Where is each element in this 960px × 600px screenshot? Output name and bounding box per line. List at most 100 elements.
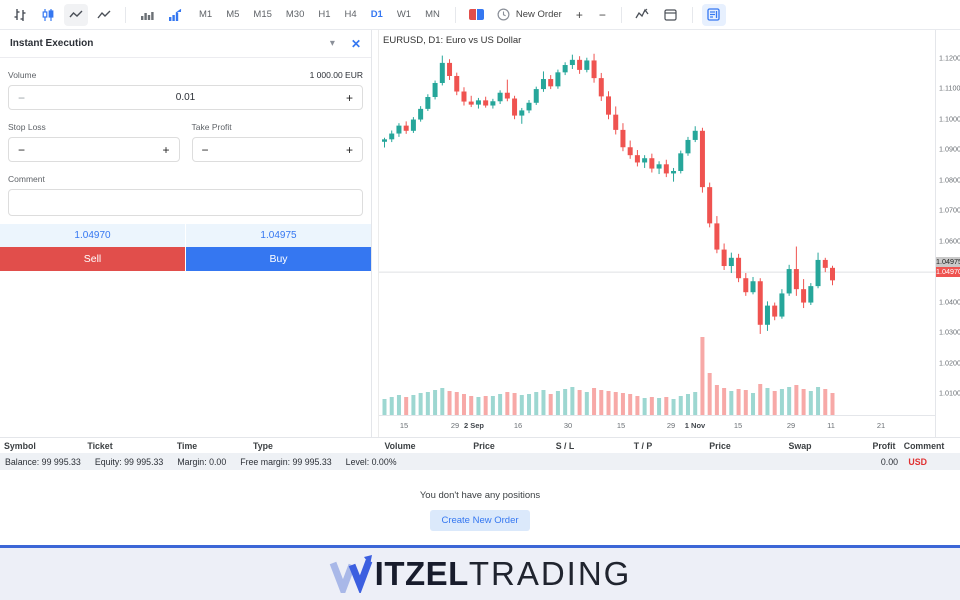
area-chart-type-icon[interactable] (92, 4, 116, 26)
time-axis[interactable]: 15 29 2 Sep 16 30 15 29 1 Nov 15 29 11 21 (379, 415, 936, 437)
volume-input[interactable]: 0.01 (175, 92, 196, 103)
column-header-symbol[interactable]: Symbol (4, 441, 36, 451)
candle (497, 92, 503, 102)
volume-bar (830, 393, 835, 415)
column-header-type[interactable]: Type (253, 441, 273, 451)
candle (577, 59, 583, 70)
column-header-tp[interactable]: T / P (633, 441, 653, 451)
volume-decrease-button[interactable]: − (18, 90, 26, 105)
timeframe-button-h1[interactable]: H1 (318, 9, 331, 20)
line-chart-type-icon[interactable] (64, 3, 88, 26)
candle (692, 130, 698, 140)
timeframe-button-m15[interactable]: M15 (253, 9, 272, 20)
volume-bar (758, 384, 763, 415)
chart-area[interactable]: EURUSD, D1: Euro vs US Dollar 15 29 2 Sep 1… (372, 30, 960, 437)
new-order-button[interactable]: New Order (493, 8, 566, 21)
chevron-down-icon[interactable]: ▾ (329, 38, 335, 49)
sell-button[interactable]: Sell (0, 247, 185, 271)
volume-bar (447, 391, 452, 415)
volume-bar (490, 396, 495, 415)
take-profit-decrease-button[interactable]: − (201, 142, 209, 157)
price-tick-label: 1.11000 (939, 83, 960, 93)
volume-bar (620, 393, 625, 415)
take-profit-increase-button[interactable]: + (345, 142, 353, 157)
column-header-comment[interactable]: Comment (903, 441, 945, 451)
balance-item: Balance: 99 995.33 (5, 456, 81, 467)
stop-loss-increase-button[interactable]: + (162, 142, 170, 157)
zoom-in-button[interactable]: + (575, 7, 583, 22)
toolbar-separator (125, 6, 126, 23)
timeframe-button-m30[interactable]: M30 (285, 9, 305, 20)
column-header-sl[interactable]: S / L (555, 441, 575, 451)
price-tick-label: 1.03000 (939, 327, 960, 337)
chart-toolbar: M1 M5 M15 M30 H1 H4 D1 W1 MN New Order + − (0, 0, 960, 30)
create-new-order-button[interactable]: Create New Order (430, 510, 530, 531)
price-tick-label: 1.10000 (939, 114, 960, 124)
comment-input[interactable] (8, 189, 363, 216)
volume-label: Volume (8, 70, 37, 80)
volume-bar (476, 397, 481, 415)
price-axis[interactable]: 1.12000 1.11000 1.10000 1.09000 1.08000 1.070… (935, 30, 960, 437)
candlestick-plot: 15 29 2 Sep 16 30 15 29 1 Nov 15 29 11 21 (378, 30, 936, 437)
timeframe-button-mn[interactable]: MN (425, 9, 440, 20)
column-header-time[interactable]: Time (176, 441, 198, 451)
price-tick-label: 1.08000 (939, 175, 960, 185)
stop-loss-label: Stop Loss (8, 122, 46, 132)
candle (815, 259, 821, 287)
candle (562, 65, 568, 73)
chart-symbol-title: EURUSD, D1: Euro vs US Dollar (383, 35, 522, 46)
candle (714, 223, 720, 250)
candle (606, 96, 611, 115)
volume-bar (469, 396, 474, 415)
calendar-icon[interactable] (659, 4, 683, 26)
candle (403, 125, 409, 131)
bars-chart-type-icon[interactable] (8, 4, 32, 26)
timeframe-group: M1 M5 M15 M30 H1 H4 D1 W1 MN (193, 5, 446, 24)
column-header-price[interactable]: Price (709, 441, 731, 451)
buy-button[interactable]: Buy (186, 247, 371, 271)
column-header-ticket[interactable]: Ticket (87, 441, 113, 451)
volume-bar (570, 387, 575, 415)
volume-bar (599, 390, 604, 415)
volume-bar (534, 392, 539, 415)
timeframe-button-m1[interactable]: M1 (199, 9, 213, 20)
column-header-swap[interactable]: Swap (788, 441, 812, 451)
volume-bar (729, 391, 734, 415)
candle (678, 153, 684, 172)
column-header-volume[interactable]: Volume (384, 441, 416, 451)
price-tick-label: 1.07000 (939, 205, 960, 215)
candle (830, 267, 835, 281)
price-tick-label: 1.01000 (939, 388, 960, 398)
trade-panel-toggle-icon[interactable] (701, 3, 726, 26)
zoom-out-button[interactable]: − (598, 7, 606, 22)
volume-bar (389, 397, 394, 415)
price-tick-label: 1.04000 (939, 297, 960, 307)
volume-increase-button[interactable]: + (345, 90, 353, 105)
candlestick-chart-type-icon[interactable] (36, 4, 60, 26)
volumes-trend-icon[interactable] (163, 4, 187, 26)
volume-bar (505, 392, 510, 415)
time-axis-label: 1 Nov (684, 421, 706, 430)
time-axis-label: 29 (450, 421, 460, 430)
candle (822, 259, 828, 268)
column-header-profit[interactable]: Profit (872, 441, 896, 451)
timeframe-button-d1[interactable]: D1 (370, 9, 383, 20)
candle (779, 293, 785, 317)
volumes-icon[interactable] (135, 4, 159, 26)
volume-bar (657, 398, 662, 415)
candle (801, 289, 807, 303)
candle (425, 96, 431, 109)
volume-bar (483, 396, 488, 415)
one-click-trading-icon[interactable] (465, 4, 489, 26)
indicators-icon[interactable] (631, 4, 655, 26)
column-header-price[interactable]: Price (473, 441, 495, 451)
time-axis-label: 29 (786, 421, 796, 430)
volume-bar (418, 393, 423, 415)
timeframe-button-h4[interactable]: H4 (344, 9, 357, 20)
time-axis-label: 15 (616, 421, 626, 430)
close-panel-icon[interactable]: ✕ (350, 36, 361, 51)
timeframe-button-m5[interactable]: M5 (226, 9, 240, 20)
timeframe-button-w1[interactable]: W1 (396, 9, 412, 20)
stop-loss-decrease-button[interactable]: − (18, 142, 26, 157)
volume-bar (722, 388, 727, 415)
